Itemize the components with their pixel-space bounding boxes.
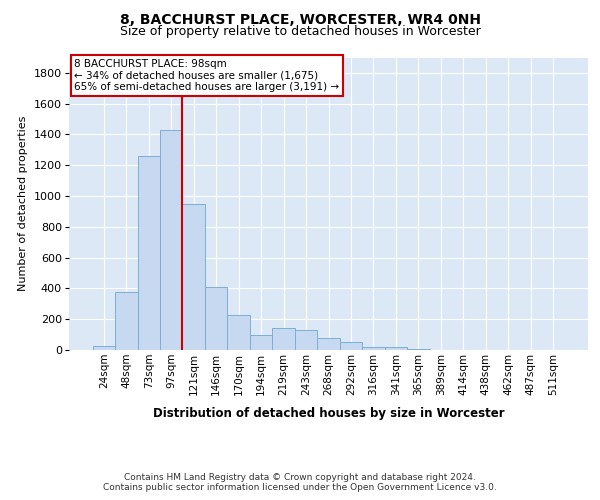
Bar	[362, 347, 385, 350]
Bar	[317, 338, 340, 350]
Bar	[272, 328, 295, 350]
Bar	[407, 349, 430, 350]
Bar	[160, 130, 182, 350]
Bar	[115, 292, 137, 350]
Bar	[92, 346, 115, 350]
Bar	[340, 342, 362, 350]
Bar	[250, 334, 272, 350]
Text: Distribution of detached houses by size in Worcester: Distribution of detached houses by size …	[153, 408, 505, 420]
Text: 8 BACCHURST PLACE: 98sqm
← 34% of detached houses are smaller (1,675)
65% of sem: 8 BACCHURST PLACE: 98sqm ← 34% of detach…	[74, 59, 340, 92]
Text: Size of property relative to detached houses in Worcester: Size of property relative to detached ho…	[119, 25, 481, 38]
Text: Contains public sector information licensed under the Open Government Licence v3: Contains public sector information licen…	[103, 484, 497, 492]
Bar	[295, 330, 317, 350]
Y-axis label: Number of detached properties: Number of detached properties	[19, 116, 28, 292]
Bar	[227, 314, 250, 350]
Text: Contains HM Land Registry data © Crown copyright and database right 2024.: Contains HM Land Registry data © Crown c…	[124, 472, 476, 482]
Bar	[385, 347, 407, 350]
Text: 8, BACCHURST PLACE, WORCESTER, WR4 0NH: 8, BACCHURST PLACE, WORCESTER, WR4 0NH	[119, 12, 481, 26]
Bar	[182, 204, 205, 350]
Bar	[205, 287, 227, 350]
Bar	[137, 156, 160, 350]
